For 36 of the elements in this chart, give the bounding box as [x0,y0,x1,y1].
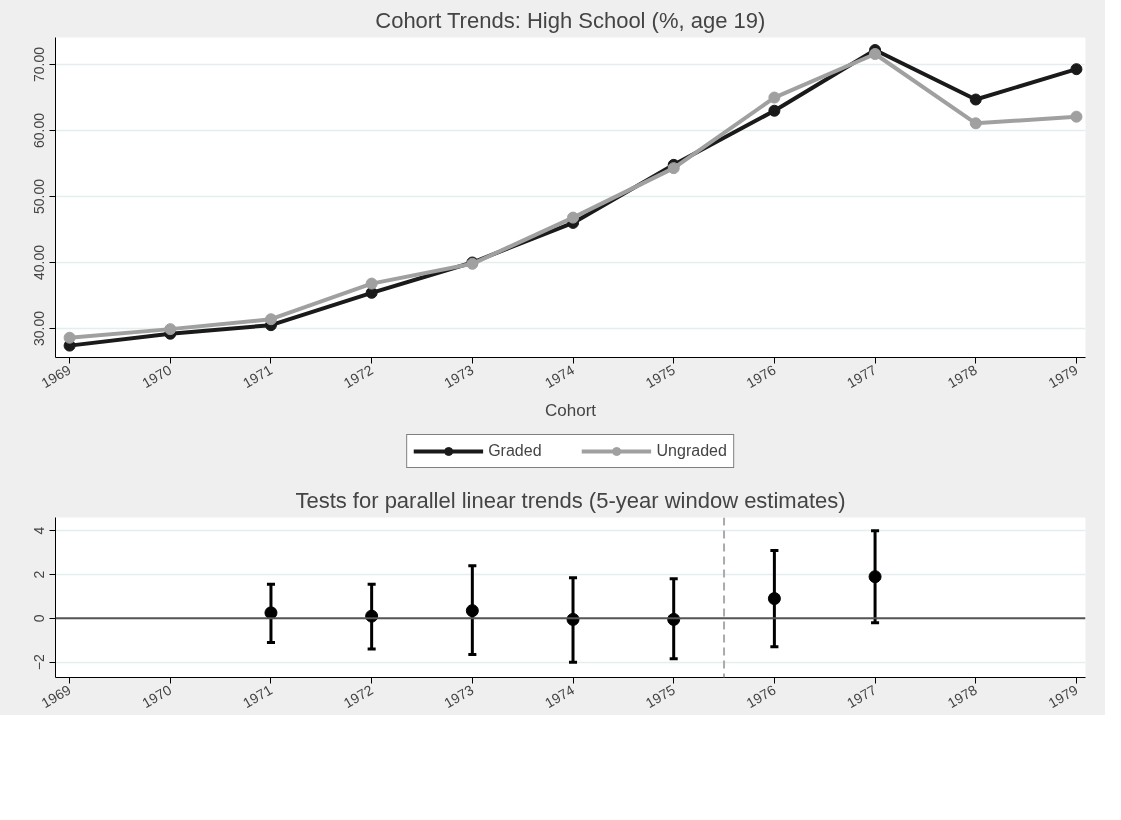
x-tick-label: 1974 [542,361,578,391]
x-tick-label: 1979 [1045,681,1081,711]
x-tick-label: 1975 [642,361,678,391]
y-tick-label: 2 [31,570,48,579]
x-tick-label: 1977 [844,361,880,391]
x-tick-label: 1973 [441,361,477,391]
x-tick-label: 1978 [944,361,980,391]
legend-label: Graded [488,441,542,461]
y-tick-label: 30.00 [31,310,48,346]
y-tick-label: 0 [31,614,48,623]
x-tick-label: 1976 [743,681,779,711]
x-tick-label: 1973 [441,681,477,711]
x-tick-label: 1972 [340,361,376,391]
x-tick-label: 1978 [944,681,980,711]
x-axis-title: Cohort [544,400,597,420]
x-tick-label: 1969 [38,681,74,711]
x-tick-label: 1970 [139,361,175,391]
x-tick-label: 1971 [239,681,276,711]
y-tick-label: 60.00 [31,112,48,149]
y-tick-label: 4 [31,526,48,535]
x-tick-label: 1976 [743,361,779,391]
y-tick-label: 40.00 [31,244,48,281]
x-tick-label: 1970 [139,681,175,711]
legend-label: Ungraded [656,441,727,461]
x-tick-label: 1974 [542,681,578,711]
x-tick-label: 1969 [38,361,74,391]
x-tick-label: 1971 [239,361,276,391]
y-tick-label: 50.00 [31,178,48,215]
y-tick-label: −2 [31,653,48,671]
x-tick-label: 1977 [844,681,880,711]
x-tick-label: 1975 [642,681,678,711]
x-tick-label: 1979 [1045,361,1081,391]
chart-title: Cohort Trends: High School (%, age 19) [375,7,766,33]
y-tick-label: 70.00 [31,46,48,83]
chart-title: Tests for parallel linear trends (5-year window estimates) [295,487,846,513]
x-tick-label: 1972 [340,681,376,711]
